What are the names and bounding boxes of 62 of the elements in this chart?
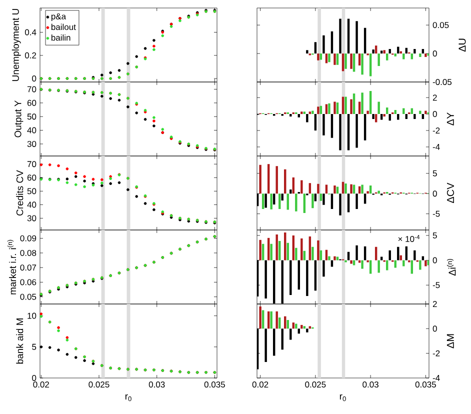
y-axis-title: ΔY xyxy=(446,112,454,126)
x-tick-label: 0.03 xyxy=(362,382,378,388)
y-tick-label: 10 xyxy=(28,312,36,319)
x-tick-label: 0.035 xyxy=(415,382,436,388)
y-tick-label: 0.05 xyxy=(432,22,449,28)
y-tick-label: 60 xyxy=(27,100,36,106)
x-tick-label: 0.025 xyxy=(88,382,110,388)
y-axis-title: Unemployment U xyxy=(12,9,21,81)
y-tick-label: 50 xyxy=(27,188,36,194)
y-tick-label: 0 xyxy=(32,374,36,381)
y-tick-label: 40 xyxy=(27,127,36,134)
y-tick-label: -2 xyxy=(432,128,440,134)
y-tick-label: 0 xyxy=(432,326,437,332)
y-tick-label: -4 xyxy=(432,375,440,381)
y-tick-label: -0.05 xyxy=(432,78,452,85)
y-tick-label: 2 xyxy=(432,301,437,307)
y-axis-title: bank aid M xyxy=(16,318,24,364)
legend-label: bailin xyxy=(51,34,70,41)
y-tick-label: 50 xyxy=(27,114,36,120)
y-tick-label: 0.08 xyxy=(20,250,36,256)
x-tick-label: 0.02 xyxy=(252,382,268,388)
y-tick-label: 0 xyxy=(432,111,437,118)
annotation: × 10$^{-4}$ xyxy=(398,235,420,242)
y-tick-label: 0 xyxy=(32,76,36,82)
y-tick-label: 0.07 xyxy=(20,264,36,271)
x-tick-label: 0.025 xyxy=(305,382,326,388)
y-tick-label: 0.09 xyxy=(20,235,36,242)
x-axis-title: r$_{0}$ xyxy=(125,394,132,402)
y-tick-label: 60 xyxy=(27,174,36,181)
x-axis-title: r$_{0}$ xyxy=(340,394,346,402)
y-tick-label: -4 xyxy=(432,144,440,150)
y-tick-label: 2 xyxy=(432,94,437,101)
y-axis-title: Output Y xyxy=(14,100,24,138)
y-tick-label: 30 xyxy=(27,140,36,147)
y-tick-label: 0 xyxy=(432,257,437,264)
y-tick-label: 0.06 xyxy=(20,279,36,286)
y-tick-label: 30 xyxy=(27,215,36,222)
y-axis-title: market i.r. i$^{(n)}$ xyxy=(7,240,16,294)
y-tick-label: 0 xyxy=(432,50,437,57)
y-tick-label: -5 xyxy=(432,282,440,288)
y-tick-label: 40 xyxy=(27,202,36,208)
y-axis-title: Δi$^{(n)}$ xyxy=(446,258,456,276)
x-tick-label: 0.035 xyxy=(204,382,225,388)
y-axis-title: ΔCV xyxy=(446,182,454,203)
legend-label: p&a xyxy=(51,13,66,22)
y-axis-title: ΔU xyxy=(458,38,466,52)
y-tick-label: 70 xyxy=(27,86,36,92)
y-axis-title: ΔM xyxy=(446,334,454,348)
y-tick-label: 0.2 xyxy=(24,52,36,58)
y-tick-label: -5 xyxy=(432,210,440,217)
y-axis-title: Credits CV xyxy=(16,170,24,216)
legend-label: bailout xyxy=(51,24,76,30)
y-tick-label: -2 xyxy=(432,350,440,356)
y-tick-label: 70 xyxy=(27,161,36,168)
x-tick-label: 0.02 xyxy=(33,382,50,388)
y-tick-label: 5 xyxy=(432,170,437,176)
y-tick-label: 0.4 xyxy=(24,29,36,36)
y-tick-label: 5 xyxy=(432,232,437,238)
y-tick-label: 0 xyxy=(432,190,437,197)
x-tick-label: 0.03 xyxy=(148,382,165,388)
y-tick-label: 5 xyxy=(32,344,36,350)
y-tick-label: 0.05 xyxy=(20,294,36,300)
